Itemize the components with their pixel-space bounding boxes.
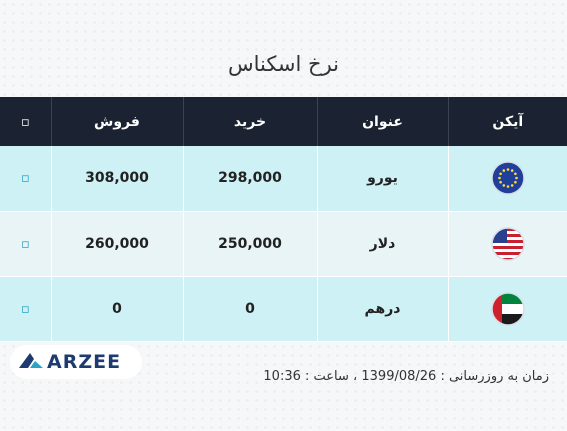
table-row-euro: یورو 298,000 308,000 ▫ bbox=[0, 146, 567, 212]
chart-icon[interactable]: ▫ bbox=[20, 236, 30, 252]
us-flag-icon bbox=[491, 226, 525, 261]
header-chart: ▫ bbox=[0, 97, 51, 146]
currency-rates-table: آیکن عنوان خرید فروش ▫ bbox=[0, 97, 567, 342]
flag-cell bbox=[447, 146, 567, 212]
header-title: عنوان bbox=[316, 97, 448, 146]
arzee-logo[interactable]: ARZEE bbox=[10, 345, 142, 379]
buy-price: 0 bbox=[182, 276, 317, 342]
buy-price: 298,000 bbox=[182, 146, 317, 212]
chart-cell[interactable]: ▫ bbox=[0, 276, 51, 342]
header-icon: آیکن bbox=[447, 97, 567, 146]
currency-title: درهم bbox=[316, 276, 448, 342]
table-header-row: آیکن عنوان خرید فروش ▫ bbox=[0, 97, 567, 146]
currency-title: دلار bbox=[316, 211, 448, 277]
chart-icon[interactable]: ▫ bbox=[20, 301, 30, 317]
update-date: 1399/08/26 bbox=[361, 369, 437, 384]
logo-text: ARZEE bbox=[47, 351, 122, 373]
sell-price: 308,000 bbox=[50, 146, 183, 212]
flag-cell bbox=[447, 276, 567, 342]
sell-price: 260,000 bbox=[50, 211, 183, 277]
header-sell: فروش bbox=[50, 97, 183, 146]
chart-cell[interactable]: ▫ bbox=[0, 211, 51, 277]
arzee-logo-icon bbox=[18, 351, 44, 373]
currency-title: یورو bbox=[316, 146, 448, 212]
update-time: زمان به روزرسانی : 1399/08/26 ، ساعت : 1… bbox=[263, 369, 549, 384]
table-row-dirham: درهم 0 0 ▫ bbox=[0, 276, 567, 342]
chart-icon[interactable]: ▫ bbox=[20, 171, 30, 187]
chart-cell[interactable]: ▫ bbox=[0, 146, 51, 212]
update-separator: ، ساعت : bbox=[305, 369, 358, 384]
update-clock: 10:36 bbox=[263, 369, 301, 384]
sell-price: 0 bbox=[50, 276, 183, 342]
chart-header-icon: ▫ bbox=[20, 114, 30, 130]
update-label: زمان به روزرسانی : bbox=[440, 369, 549, 384]
buy-price: 250,000 bbox=[182, 211, 317, 277]
header-buy: خرید bbox=[182, 97, 317, 146]
table-row-dollar: دلار 250,000 260,000 ▫ bbox=[0, 211, 567, 277]
eu-flag-icon bbox=[491, 161, 525, 195]
ae-flag-icon bbox=[491, 291, 525, 326]
flag-cell bbox=[447, 211, 567, 277]
page-title: نرخ اسکناس bbox=[227, 52, 340, 76]
